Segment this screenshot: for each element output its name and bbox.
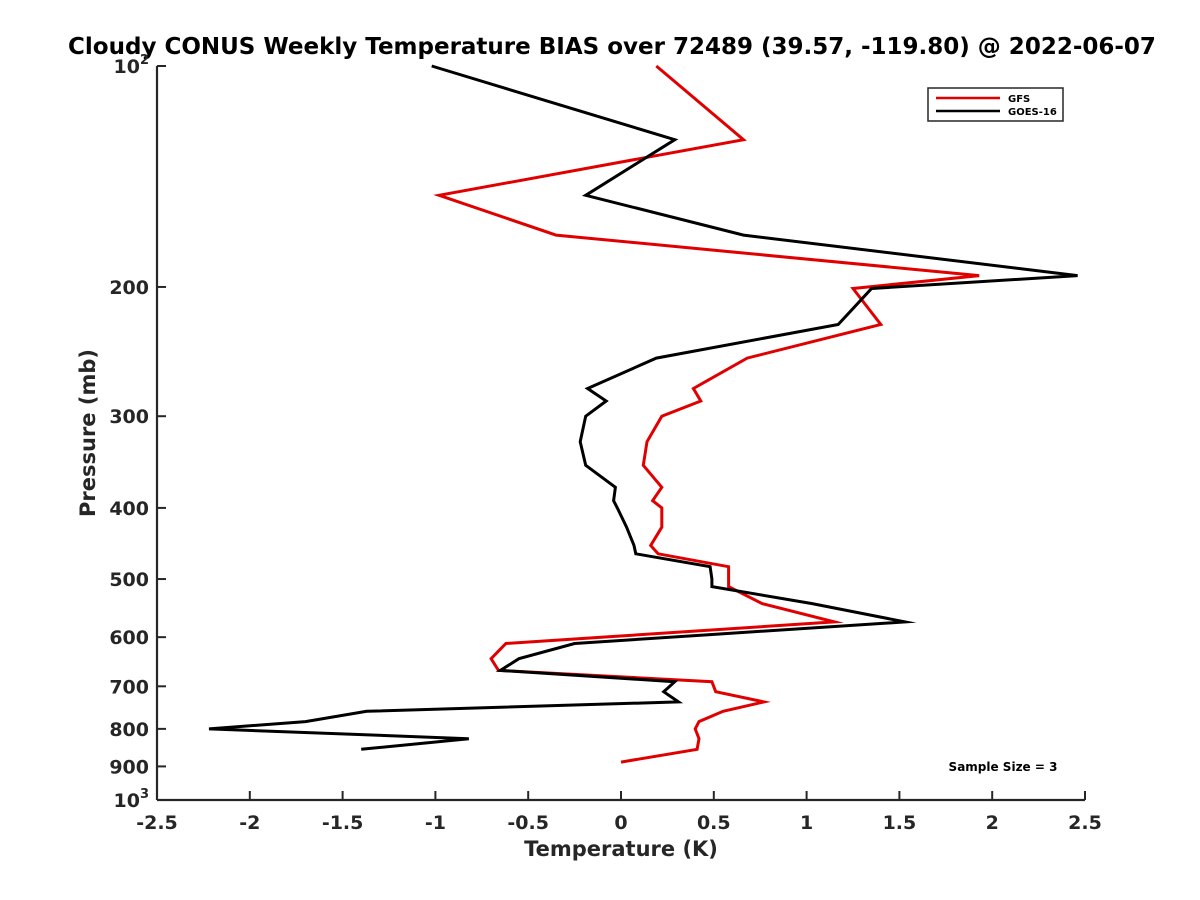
plot-area [208,64,1078,764]
x-tick-label: 0.5 [697,812,731,834]
y-tick-label: 400 [109,498,149,520]
x-tick-label: 2 [986,812,999,834]
y-tick-label: 700 [109,676,149,698]
x-axis: -2.5 -2 -1.5 -1 -0.5 0 0.5 1 1.5 2 2.5 [136,791,1102,834]
x-axis-label: Temperature (K) [524,837,718,861]
series-line-goes-16 [208,64,1078,751]
x-tick-label: -0.5 [507,812,549,834]
sample-size-annotation: Sample Size = 3 [949,760,1058,774]
series-line-gfs [433,64,980,764]
y-tick-label: 500 [109,569,149,591]
legend: GFS GOES-16 [927,87,1064,122]
x-tick-label: 1.5 [883,812,917,834]
y-axis-label: Pressure (mb) [76,349,100,517]
y-tick-label: 900 [109,756,149,778]
y-tick-label: 200 [109,277,149,299]
legend-label: GOES-16 [1008,107,1057,118]
x-tick-label: 0 [614,812,627,834]
y-tick-label: 102 [114,53,150,78]
x-tick-label: 2.5 [1068,812,1102,834]
y-tick-label: 300 [109,406,149,428]
x-tick-label: -1.5 [322,812,364,834]
y-tick-label: 800 [109,719,149,741]
x-tick-label: -2 [239,812,260,834]
x-tick-label: 1 [800,812,813,834]
x-tick-label: -1 [425,812,446,834]
legend-label: GFS [1008,94,1030,105]
y-tick-label: 600 [109,627,149,649]
y-axis: 102 200 300 400 500 600 700 800 900 103 [109,53,166,812]
chart-title: Cloudy CONUS Weekly Temperature BIAS ove… [68,34,1156,60]
x-tick-label: -2.5 [136,812,178,834]
y-tick-label: 103 [114,787,150,812]
legend-box [927,87,1064,122]
